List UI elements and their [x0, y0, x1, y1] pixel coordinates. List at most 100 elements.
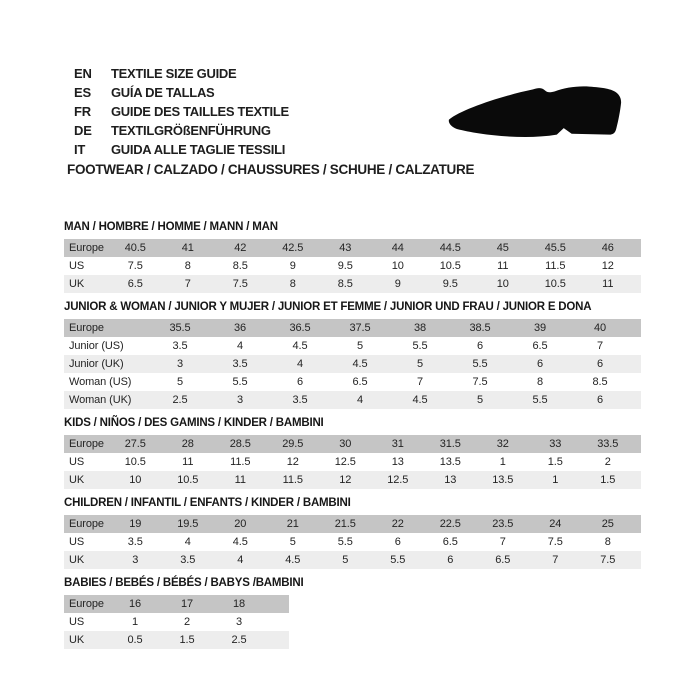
size-value: 12.5 — [334, 456, 356, 468]
size-value: 5 — [342, 554, 349, 566]
dress-shoe-icon — [444, 80, 632, 146]
language-row: IT GUIDA ALLE TAGLIE TESSILI — [74, 140, 289, 159]
category-title: FOOTWEAR / CALZADO / CHAUSSURES / SCHUHE… — [67, 162, 475, 177]
size-value: 1.5 — [179, 634, 195, 646]
size-value: 28 — [181, 438, 194, 450]
size-value: 41 — [181, 242, 194, 254]
table-row: UK 0.5 1.5 2.5 — [64, 631, 289, 649]
filler-cell — [634, 551, 641, 569]
size-value: 8 — [184, 260, 191, 272]
size-value: 5 — [176, 376, 184, 388]
size-value: 13.5 — [439, 456, 461, 468]
size-value: 25 — [601, 518, 614, 530]
size-value: 8 — [604, 536, 611, 548]
size-value: 3 — [236, 394, 244, 406]
size-value: 21.5 — [334, 518, 356, 530]
row-label: Europe — [69, 598, 104, 610]
size-value: 11 — [497, 260, 509, 272]
filler-cell — [634, 533, 641, 551]
filler-cell — [634, 515, 641, 533]
language-label: GUIDE DES TAILLES TEXTILE — [111, 104, 289, 119]
size-tables: MAN / HOMBRE / HOMME / MANN / MAN Europe 4… — [64, 220, 644, 656]
filler-cell — [265, 631, 289, 649]
shoe-silhouette-path — [448, 86, 622, 138]
row-label: Europe — [69, 322, 104, 334]
size-value: 1.5 — [600, 474, 616, 486]
size-value: 5.5 — [412, 340, 428, 352]
size-value: 3.5 — [232, 358, 248, 370]
size-value: 10.5 — [124, 456, 146, 468]
table-row: UK 10 10.5 11 11.5 12 12.5 13 13.5 1 1.5 — [64, 471, 641, 489]
size-value: 38 — [413, 322, 427, 334]
size-value: 16 — [128, 598, 142, 610]
size-value: 11 — [234, 474, 246, 486]
row-label: Europe — [69, 518, 104, 530]
size-value: 8.5 — [337, 278, 353, 290]
size-value: 12.5 — [387, 474, 409, 486]
size-value: 42.5 — [282, 242, 304, 254]
size-value: 11.5 — [545, 260, 566, 272]
size-value: 6 — [536, 358, 544, 370]
language-label: TEXTILE SIZE GUIDE — [111, 66, 237, 81]
size-value: 11 — [182, 456, 194, 468]
language-label: GUIDA ALLE TAGLIE TESSILI — [111, 142, 286, 157]
language-label: GUÍA DE TALLAS — [111, 85, 215, 100]
table-row: Woman (UK) 2.5 3 3.5 4 4.5 5 5.5 6 — [64, 391, 641, 409]
size-table-babies: Europe 16 17 18 US 1 2 3 UK 0.5 1.5 2.5 — [64, 595, 289, 649]
size-value: 5 — [289, 536, 296, 548]
size-value: 3 — [132, 554, 139, 566]
table-row: Europe 19 19.5 20 21 21.5 22 22.5 23.5 24 25 — [64, 515, 641, 533]
size-value: 1.5 — [547, 456, 563, 468]
size-table-kids: Europe 27.5 28 28.5 29.5 30 31 31.5 32 33 33.5 US 10… — [64, 435, 641, 489]
size-value: 4 — [236, 340, 244, 352]
size-value: 4 — [356, 394, 364, 406]
size-value: 4 — [237, 554, 244, 566]
size-value: 45 — [496, 242, 509, 254]
size-value: 11.5 — [230, 456, 251, 468]
size-value: 2 — [183, 616, 191, 628]
size-value: 31.5 — [439, 438, 461, 450]
table-row: US 10.5 11 11.5 12 12.5 13 13.5 1 1.5 2 — [64, 453, 641, 471]
size-value: 19.5 — [177, 518, 199, 530]
size-value: 2 — [604, 456, 611, 468]
size-value: 4.5 — [232, 536, 248, 548]
size-value: 31 — [391, 438, 404, 450]
size-value: 9 — [394, 278, 401, 290]
size-section-kids: KIDS / NIÑOS / DES GAMINS / KINDER / BAM… — [64, 416, 644, 489]
table-row: Europe 16 17 18 — [64, 595, 289, 613]
filler-cell — [265, 613, 289, 631]
language-row: ES GUÍA DE TALLAS — [74, 83, 289, 102]
size-value: 13 — [444, 474, 457, 486]
size-value: 4.5 — [292, 340, 308, 352]
size-value: 5 — [416, 358, 424, 370]
size-value: 11 — [602, 278, 614, 290]
size-value: 42 — [234, 242, 247, 254]
size-value: 27.5 — [124, 438, 146, 450]
size-value: 13 — [391, 456, 404, 468]
table-row: US 7.5 8 8.5 9 9.5 10 10.5 11 11.5 12 — [64, 257, 641, 275]
section-title: BABIES / BEBÉS / BÉBÉS / BABYS /BAMBINI — [64, 577, 304, 589]
section-title: MAN / HOMBRE / HOMME / MANN / MAN — [64, 221, 278, 233]
size-section-junior-woman: JUNIOR & WOMAN / JUNIOR Y MUJER / JUNIOR… — [64, 300, 644, 409]
size-value: 5 — [356, 340, 364, 352]
size-value: 3.5 — [180, 554, 196, 566]
filler-cell — [634, 471, 641, 489]
table-row: Europe 27.5 28 28.5 29.5 30 31 31.5 32 33 33.5 — [64, 435, 641, 453]
size-value: 8.5 — [592, 376, 608, 388]
size-section-babies: BABIES / BEBÉS / BÉBÉS / BABYS /BAMBINI E… — [64, 576, 644, 649]
row-label: Woman (UK) — [69, 394, 132, 406]
size-value: 43 — [339, 242, 352, 254]
row-label: UK — [69, 634, 85, 646]
size-value: 7.5 — [472, 376, 488, 388]
table-row: UK 3 3.5 4 4.5 5 5.5 6 6.5 7 7.5 — [64, 551, 641, 569]
language-list: EN TEXTILE SIZE GUIDE ES GUÍA DE TALLAS FR GU… — [74, 64, 289, 159]
row-label: Europe — [69, 438, 104, 450]
size-value: 6 — [596, 358, 604, 370]
filler-cell — [630, 337, 641, 355]
size-value: 5 — [476, 394, 484, 406]
size-value: 40 — [593, 322, 607, 334]
size-value: 36 — [233, 322, 247, 334]
size-value: 40.5 — [124, 242, 146, 254]
size-value: 6 — [596, 394, 604, 406]
size-value: 3.5 — [292, 394, 308, 406]
